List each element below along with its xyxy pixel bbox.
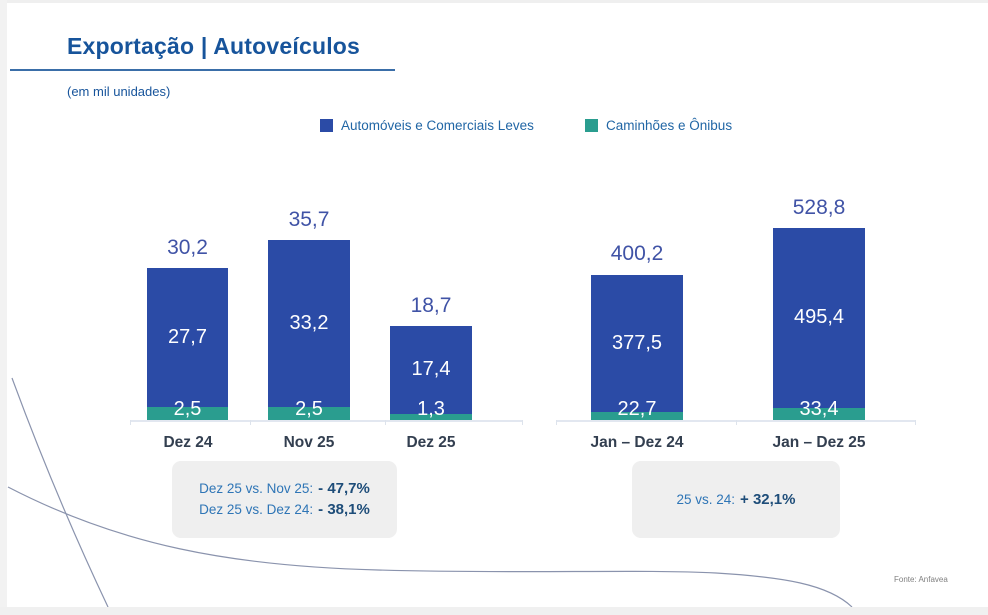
bar-stack: 377,5 22,7 xyxy=(591,274,683,420)
bar-stack: 33,2 2,5 xyxy=(268,240,350,420)
source-note: Fonte: Anfavea xyxy=(894,575,948,584)
bar-stack: 17,4 1,3 xyxy=(390,326,472,420)
legend-label-trucks: Caminhões e Ônibus xyxy=(606,118,733,133)
bar-segment-autos: 495,4 xyxy=(773,227,865,408)
bar-segment-trucks xyxy=(591,411,683,420)
callout-label: 25 vs. 24: xyxy=(676,491,736,507)
legend-swatch-autos-icon xyxy=(320,119,333,132)
bar-autos-value: 27,7 xyxy=(168,326,207,349)
callout-line: Dez 25 vs. Nov 25: - 47,7% xyxy=(199,480,370,498)
unit-note: (em mil unidades) xyxy=(67,84,171,99)
bar-trucks-value: 2,5 xyxy=(295,398,323,420)
axis-tick xyxy=(556,420,557,425)
x-label-dez25: Dez 25 xyxy=(406,434,456,451)
bar-segment-autos: 33,2 xyxy=(268,240,350,408)
bar-autos-value: 33,2 xyxy=(289,312,329,335)
page-title: Exportação | Autoveículos xyxy=(67,33,361,59)
bar-segment-trucks xyxy=(268,407,350,420)
callout-value: - 47,7% xyxy=(318,480,370,497)
callout-line: 25 vs. 24: + 32,1% xyxy=(676,491,795,509)
slide-bottom-edge xyxy=(0,607,988,615)
bar-dez25: 18,7 17,4 1,3 xyxy=(390,294,472,420)
bar-stack: 495,4 33,4 xyxy=(773,227,865,420)
legend-item-autos: Automóveis e Comerciais Leves xyxy=(320,118,534,133)
title-underline xyxy=(10,69,395,71)
bar-stack: 27,7 2,5 xyxy=(147,268,228,420)
bar-jandez25: 528,8 495,4 33,4 xyxy=(773,196,865,420)
bar-segment-trucks xyxy=(390,413,472,420)
callout-monthly-comparison: Dez 25 vs. Nov 25: - 47,7% Dez 25 vs. Dez… xyxy=(172,461,397,538)
axis-tick xyxy=(130,420,131,425)
axis-tick xyxy=(522,420,523,425)
x-label-jandez25: Jan – Dez 25 xyxy=(772,434,866,451)
legend-swatch-trucks-icon xyxy=(585,119,598,132)
callout-line: Dez 25 vs. Dez 24: - 38,1% xyxy=(199,501,370,519)
callout-yearly-comparison: 25 vs. 24: + 32,1% xyxy=(632,461,840,538)
bar-segment-autos: 377,5 xyxy=(591,274,683,412)
bar-segment-autos: 27,7 xyxy=(147,268,228,408)
stacked-bar-chart: 30,2 27,7 2,5 35,7 33,2 2,5 18,7 xyxy=(147,196,865,420)
bar-segment-autos: 17,4 xyxy=(390,326,472,414)
bar-dez24: 30,2 27,7 2,5 xyxy=(147,236,228,420)
bar-trucks-value: 1,3 xyxy=(417,398,445,420)
bar-jandez24: 400,2 377,5 22,7 xyxy=(591,242,683,420)
bar-segment-trucks xyxy=(773,407,865,420)
bar-trucks-value: 2,5 xyxy=(173,398,202,420)
legend-label-autos: Automóveis e Comerciais Leves xyxy=(341,118,534,133)
x-label-nov25: Nov 25 xyxy=(283,434,335,451)
callout-label: Dez 25 vs. Nov 25: xyxy=(199,481,314,496)
bar-total-label: 400,2 xyxy=(610,242,664,266)
bar-trucks-value: 33,4 xyxy=(799,398,839,420)
bar-autos-value: 495,4 xyxy=(793,306,845,329)
axis-tick xyxy=(736,420,737,425)
axis-tick xyxy=(250,420,251,425)
axis-tick xyxy=(915,420,916,425)
bar-autos-value: 17,4 xyxy=(411,358,451,381)
bar-autos-value: 377,5 xyxy=(611,331,663,354)
slide-top-edge xyxy=(0,0,988,3)
callout-label: Dez 25 vs. Dez 24: xyxy=(199,502,314,517)
x-label-jandez24: Jan – Dez 24 xyxy=(590,434,684,451)
callout-value: - 38,1% xyxy=(318,501,370,518)
bar-total-label: 18,7 xyxy=(410,293,452,317)
axis-tick xyxy=(385,420,386,425)
bar-total-label: 30,2 xyxy=(167,236,208,260)
slide-left-edge xyxy=(0,0,7,607)
legend-item-trucks: Caminhões e Ônibus xyxy=(585,118,732,133)
bar-trucks-value: 22,7 xyxy=(617,398,657,420)
bar-segment-trucks xyxy=(147,407,228,420)
x-label-dez24: Dez 24 xyxy=(163,434,213,451)
axis-baseline-left xyxy=(130,420,523,422)
bar-total-label: 35,7 xyxy=(288,208,330,232)
bar-total-label: 528,8 xyxy=(792,195,846,219)
bar-nov25: 35,7 33,2 2,5 xyxy=(268,208,350,420)
callout-value: + 32,1% xyxy=(740,490,796,508)
